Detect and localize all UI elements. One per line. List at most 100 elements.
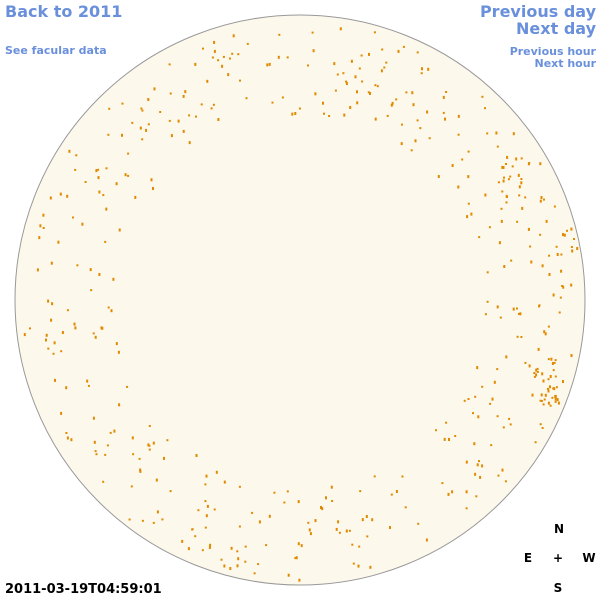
facula xyxy=(374,84,377,87)
facula xyxy=(448,438,450,441)
facula xyxy=(539,423,542,426)
facula xyxy=(194,62,197,66)
facula xyxy=(497,474,500,477)
facula xyxy=(554,397,557,401)
facula xyxy=(544,332,547,336)
compass-south: S xyxy=(553,581,563,595)
facula xyxy=(150,178,153,182)
facula xyxy=(141,138,144,141)
facula xyxy=(75,154,78,157)
facula xyxy=(538,305,540,308)
facula xyxy=(383,66,386,69)
previous-hour-link[interactable]: Previous hour xyxy=(509,45,596,58)
facula xyxy=(357,564,360,568)
facula xyxy=(520,336,523,338)
facula xyxy=(258,520,261,524)
facula xyxy=(368,52,370,56)
facula xyxy=(131,436,134,440)
facula xyxy=(497,181,500,184)
facula xyxy=(342,72,345,75)
facula xyxy=(435,429,437,432)
facula xyxy=(404,506,407,509)
facula xyxy=(314,519,317,523)
timestamp: 2011-03-19T04:59:01 xyxy=(5,582,162,597)
facula xyxy=(92,416,95,420)
facula xyxy=(188,141,191,145)
facula xyxy=(286,490,289,493)
facula xyxy=(539,399,542,402)
facula xyxy=(266,63,269,67)
facula xyxy=(552,293,555,297)
facula xyxy=(414,139,417,143)
facula xyxy=(312,49,315,53)
facula xyxy=(223,564,226,568)
facula xyxy=(204,483,207,486)
facula xyxy=(547,389,550,393)
facula xyxy=(244,545,247,548)
facula xyxy=(105,167,108,170)
facula xyxy=(553,387,556,391)
facula xyxy=(221,64,224,68)
facula xyxy=(501,165,504,169)
facula xyxy=(89,268,92,272)
facula xyxy=(182,129,185,133)
facula xyxy=(102,480,105,483)
facula xyxy=(104,453,107,456)
facula xyxy=(148,444,151,447)
facula xyxy=(511,165,514,168)
facula xyxy=(42,213,45,217)
compass-north: N xyxy=(553,522,565,536)
facula xyxy=(467,202,470,205)
facula xyxy=(94,335,97,339)
facula xyxy=(484,313,487,316)
facula xyxy=(481,385,484,388)
facula xyxy=(45,338,47,342)
facula xyxy=(94,450,97,453)
facula xyxy=(451,490,454,494)
facula xyxy=(547,401,550,405)
facula xyxy=(465,490,468,494)
facula xyxy=(360,54,363,57)
facula xyxy=(527,227,530,231)
facula xyxy=(540,196,543,199)
facula xyxy=(141,519,144,522)
facula xyxy=(297,542,300,546)
facula xyxy=(442,111,445,114)
next-hour-link[interactable]: Next hour xyxy=(534,57,597,70)
facula xyxy=(547,358,550,361)
facula xyxy=(188,114,191,117)
facula xyxy=(475,495,478,498)
previous-day-link[interactable]: Previous day xyxy=(479,2,596,21)
facula xyxy=(251,511,254,514)
facula xyxy=(308,528,311,532)
facula xyxy=(505,201,508,204)
facula xyxy=(555,386,558,389)
facula xyxy=(536,370,539,373)
facula xyxy=(314,92,317,96)
facula xyxy=(281,96,284,99)
facula xyxy=(502,166,505,169)
facula xyxy=(498,241,501,245)
facula xyxy=(104,240,107,243)
facula xyxy=(518,185,521,189)
facula xyxy=(238,525,241,528)
facula xyxy=(239,79,241,82)
facula xyxy=(410,149,413,152)
facula xyxy=(98,273,101,276)
facula xyxy=(147,98,150,101)
facula xyxy=(354,75,357,79)
facula xyxy=(543,198,545,201)
facula xyxy=(540,393,543,397)
next-day-link[interactable]: Next day xyxy=(516,19,596,38)
facula xyxy=(211,56,214,59)
facula xyxy=(366,535,369,538)
facula xyxy=(205,514,208,518)
facula xyxy=(466,215,469,219)
back-link[interactable]: Back to 2011 xyxy=(5,2,123,21)
facula xyxy=(330,485,333,489)
facula xyxy=(510,259,513,262)
facula xyxy=(524,361,527,364)
facular-data-link[interactable]: See facular data xyxy=(5,44,107,57)
facula xyxy=(566,229,568,232)
facula xyxy=(93,440,96,444)
